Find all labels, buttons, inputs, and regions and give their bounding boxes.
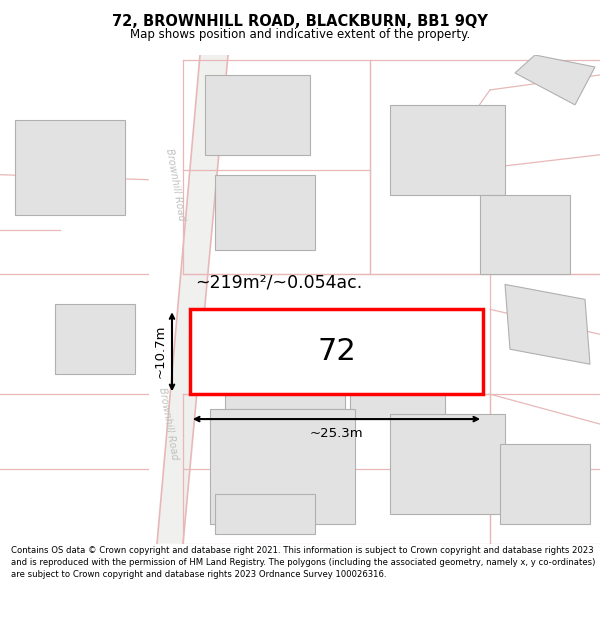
Bar: [15, 120, 125, 214]
Polygon shape: [505, 284, 590, 364]
Polygon shape: [157, 55, 228, 544]
Bar: [390, 414, 505, 514]
Text: 72, BROWNHILL ROAD, BLACKBURN, BB1 9QY: 72, BROWNHILL ROAD, BLACKBURN, BB1 9QY: [112, 14, 488, 29]
Text: ~10.7m: ~10.7m: [154, 325, 167, 379]
Text: Brownhill Road: Brownhill Road: [164, 148, 186, 222]
Bar: [210, 409, 355, 524]
Bar: [205, 75, 310, 155]
Polygon shape: [515, 55, 595, 105]
Bar: [190, 309, 483, 394]
Text: ~25.3m: ~25.3m: [310, 427, 364, 440]
Text: Map shows position and indicative extent of the property.: Map shows position and indicative extent…: [130, 28, 470, 41]
Bar: [390, 105, 505, 194]
Text: Brownhill Road: Brownhill Road: [157, 387, 179, 461]
Bar: [225, 314, 345, 409]
Bar: [480, 194, 570, 274]
Text: Contains OS data © Crown copyright and database right 2021. This information is : Contains OS data © Crown copyright and d…: [11, 546, 595, 579]
Bar: [215, 494, 315, 534]
Text: ~219m²/~0.054ac.: ~219m²/~0.054ac.: [195, 273, 362, 291]
Text: 72: 72: [317, 338, 356, 366]
Bar: [350, 349, 445, 419]
Bar: [500, 444, 590, 524]
Bar: [55, 304, 135, 374]
Bar: [215, 175, 315, 249]
